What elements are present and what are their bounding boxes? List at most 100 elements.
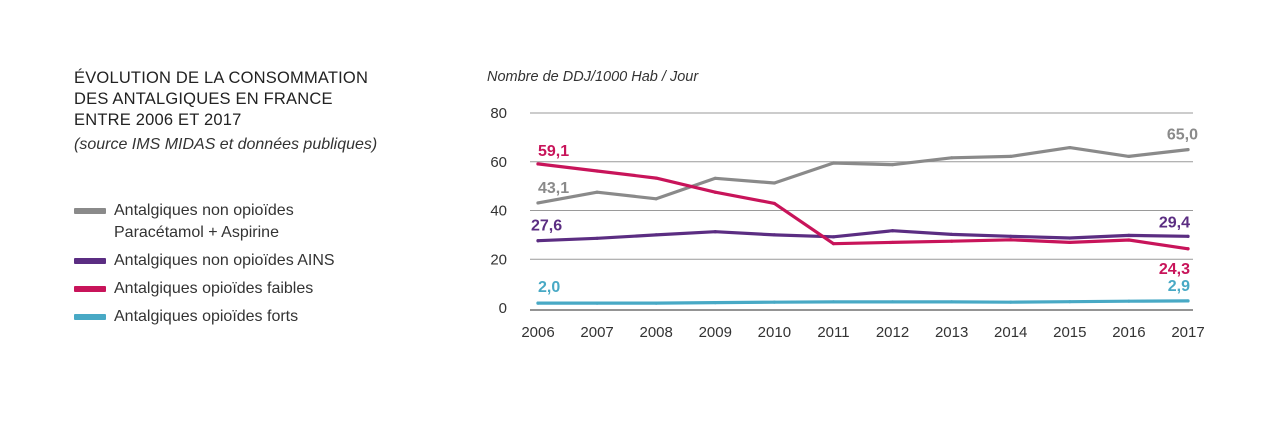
series-2-point-2017 (1186, 234, 1190, 238)
series-1-point-2008 (654, 197, 658, 201)
series-2-point-2010 (772, 233, 776, 237)
x-tick-label-2012: 2012 (876, 324, 909, 341)
series-1-point-2007 (595, 190, 599, 194)
series-4-point-2015 (1068, 300, 1072, 304)
series-2-point-2011 (831, 235, 836, 239)
series-4-point-2009 (713, 301, 717, 305)
series-2-point-2015 (1068, 236, 1072, 240)
series-line-4 (536, 299, 1190, 305)
series-4-point-2006 (536, 301, 540, 305)
chart-svg: 0 20 40 60 80 2006 2007 2008 2009 2010 2011 2012 201… (490, 105, 1204, 341)
series-1-point-2014 (1009, 154, 1013, 158)
x-tick-label-2008: 2008 (639, 324, 672, 341)
x-tick-label-2009: 2009 (699, 324, 732, 341)
series-3-point-2017 (1186, 247, 1190, 251)
series-3-point-2011 (831, 242, 836, 246)
x-tick-label-2007: 2007 (580, 324, 613, 341)
legend-item-paracetamol: Antalgiques non opioïdes Paracétamol + A… (74, 200, 434, 244)
series-2-point-2013 (950, 232, 954, 236)
legend-item-opioides-faibles: Antalgiques opioïdes faibles (74, 278, 434, 300)
series-1-point-2012 (890, 163, 895, 167)
chart-title-block: ÉVOLUTION DE LA CONSOMMATION DES ANTALGI… (74, 68, 454, 155)
chart-subtitle: (source IMS MIDAS et données publiques) (74, 136, 378, 153)
legend-swatch-paracetamol (74, 208, 106, 214)
series-4-end-label: 2,9 (1168, 278, 1190, 295)
x-tick-label-2015: 2015 (1053, 324, 1086, 341)
series-2-point-2008 (654, 233, 658, 237)
series-2-point-2012 (890, 229, 895, 233)
series-3-point-2007 (595, 169, 599, 173)
series-2-end-label: 29,4 (1159, 214, 1190, 231)
legend-label-opioides-faibles: Antalgiques opioïdes faibles (114, 280, 314, 297)
y-tick-label-60: 60 (490, 154, 507, 171)
series-1-end-label: 65,0 (1167, 127, 1198, 144)
series-4-start-label: 2,0 (538, 279, 560, 296)
legend-item-opioides-forts: Antalgiques opioïdes forts (74, 306, 434, 328)
series-1-point-2016 (1127, 154, 1131, 158)
series-4-point-2011 (831, 300, 836, 304)
legend-swatch-opioides-faibles (74, 286, 106, 292)
chart-title-line-3: ENTRE 2006 ET 2017 (74, 111, 242, 129)
y-tick-label-40: 40 (490, 203, 507, 220)
series-line-3 (536, 162, 1190, 251)
series-4-point-2010 (772, 300, 776, 304)
legend: Antalgiques non opioïdes Paracétamol + A… (74, 200, 434, 334)
legend-label-ains: Antalgiques non opioïdes AINS (114, 252, 335, 269)
series-2-point-2016 (1127, 233, 1131, 237)
x-tick-label-2017: 2017 (1171, 324, 1204, 341)
chart-title-line-2: DES ANTALGIQUES EN FRANCE (74, 90, 333, 108)
series-2-point-2007 (595, 236, 599, 240)
series-4-point-2014 (1009, 300, 1013, 304)
series-4-point-2007 (595, 301, 599, 305)
series-1-point-2015 (1068, 146, 1072, 150)
series-1-point-2009 (713, 176, 717, 180)
series-2-point-2009 (713, 230, 717, 234)
series-3-point-2008 (654, 176, 658, 180)
series-2-start-label: 27,6 (531, 218, 562, 235)
legend-label-paracetamol: Antalgiques non opioïdes Paracétamol + A… (114, 200, 294, 244)
series-4-point-2012 (890, 300, 895, 304)
legend-swatch-ains (74, 258, 106, 264)
series-3-point-2010 (772, 201, 776, 206)
series-3-point-2014 (1009, 238, 1013, 242)
series-2-point-2006 (536, 239, 540, 243)
series-3-start-label: 59,1 (538, 143, 569, 160)
series-4-point-2013 (950, 300, 954, 304)
series-4-point-2017 (1186, 299, 1190, 303)
series-line-1 (536, 145, 1190, 205)
x-tick-label-2016: 2016 (1112, 324, 1145, 341)
series-3-point-2009 (713, 190, 717, 194)
y-axis-unit-label: Nombre de DDJ/1000 Hab / Jour (487, 69, 699, 85)
series-3-point-2012 (890, 240, 895, 245)
series-3-end-label: 24,3 (1159, 261, 1190, 278)
legend-item-ains: Antalgiques non opioïdes AINS (74, 250, 434, 272)
x-tick-label-2006: 2006 (521, 324, 554, 341)
series-3-point-2006 (536, 162, 540, 166)
series-4-point-2016 (1127, 299, 1131, 303)
series-1-start-label: 43,1 (538, 180, 569, 197)
series-4-point-2008 (654, 301, 658, 305)
series-3-point-2016 (1127, 238, 1131, 242)
series-3-point-2015 (1068, 240, 1072, 245)
y-tick-label-20: 20 (490, 251, 507, 268)
chart-title-line-1: ÉVOLUTION DE LA CONSOMMATION (74, 69, 369, 87)
series-1-point-2013 (950, 156, 954, 160)
x-tick-label-2011: 2011 (817, 324, 849, 341)
series-1-point-2011 (831, 161, 836, 165)
legend-swatch-opioides-forts (74, 314, 106, 320)
series-2-point-2014 (1009, 234, 1013, 238)
series-1-point-2006 (536, 201, 540, 205)
y-tick-label-80: 80 (490, 105, 507, 122)
line-chart: Nombre de DDJ/1000 Hab / Jour 0 20 40 60 80 2… (470, 60, 1230, 360)
series-1-point-2010 (772, 181, 776, 185)
legend-label-paracetamol-line2: Paracétamol + Aspirine (114, 224, 279, 241)
legend-label-paracetamol-line1: Antalgiques non opioïdes (114, 202, 294, 219)
x-tick-label-2013: 2013 (935, 324, 968, 341)
series-line-2 (536, 229, 1190, 243)
series-1-point-2017 (1186, 147, 1190, 152)
x-tick-label-2010: 2010 (758, 324, 791, 341)
legend-label-opioides-forts: Antalgiques opioïdes forts (114, 308, 299, 325)
x-tick-label-2014: 2014 (994, 324, 1027, 341)
y-tick-label-0: 0 (499, 300, 507, 317)
series-3-point-2013 (950, 239, 954, 243)
